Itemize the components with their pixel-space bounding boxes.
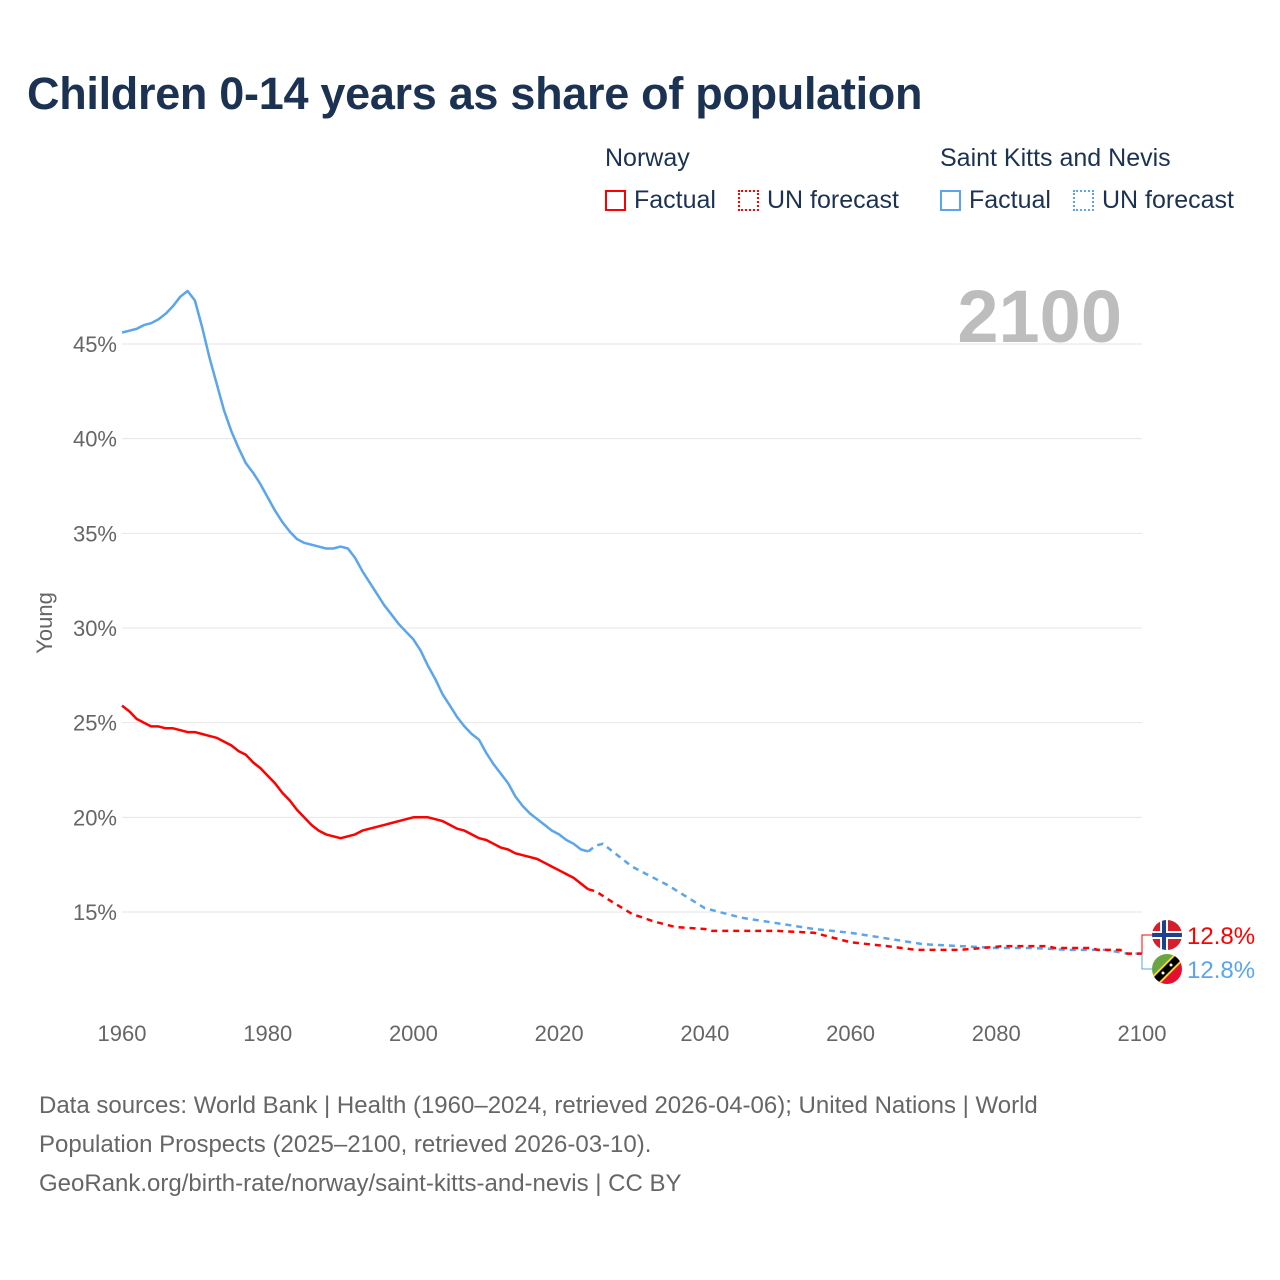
footer-sources-line1: Data sources: World Bank | Health (1960–… [39, 1092, 1038, 1119]
y-axis-label: Young [32, 592, 57, 654]
y-tick-label: 40% [73, 427, 117, 452]
x-tick-label: 1980 [243, 1021, 292, 1046]
y-tick-label: 15% [73, 900, 117, 925]
flag-star [1161, 971, 1165, 975]
x-tick-label: 2020 [535, 1021, 584, 1046]
footer-sources-line2: Population Prospects (2025–2100, retriev… [39, 1131, 652, 1158]
legend-label: Factual [969, 186, 1051, 214]
chart-title: Children 0-14 years as share of populati… [27, 68, 923, 119]
x-tick-label: 1960 [98, 1021, 147, 1046]
x-tick-labels: 1960 1980 2000 2020 2040 2060 2080 2100 [98, 1021, 1167, 1046]
norway-flag-icon [1152, 920, 1182, 950]
x-tick-label: 2000 [389, 1021, 438, 1046]
legend-swatch-dotted [738, 190, 759, 211]
flag-cross-blue [1152, 933, 1182, 937]
legend-item-factual[interactable]: Factual [940, 186, 1051, 215]
end-value-label: 12.8% [1187, 957, 1255, 984]
y-tick-label: 25% [73, 711, 117, 736]
x-tick-label: 2060 [826, 1021, 875, 1046]
legend-country-name: Norway [605, 144, 690, 172]
legend-item-forecast[interactable]: UN forecast [738, 186, 899, 215]
legend-swatch-solid [940, 190, 961, 211]
legend-label: Factual [634, 186, 716, 214]
end-connector [1141, 934, 1152, 954]
y-tick-label: 20% [73, 805, 117, 830]
flag-star [1169, 963, 1173, 967]
norway-forecast-line [587, 888, 1142, 955]
legend-item-forecast[interactable]: UN forecast [1073, 186, 1234, 215]
x-tick-label: 2080 [972, 1021, 1021, 1046]
y-tick-label: 45% [73, 332, 117, 357]
footer: Data sources: World Bank | Health (1960–… [39, 1086, 1038, 1203]
year-label: 2100 [957, 275, 1122, 358]
end-labels: 12.8% 12.8% [1141, 920, 1255, 984]
y-tick-labels: 15% 20% 25% 30% 35% 40% 45% [73, 332, 117, 925]
legend-swatch-dotted [1073, 190, 1094, 211]
legend-country-name: Saint Kitts and Nevis [940, 144, 1171, 172]
end-connector [1141, 953, 1152, 970]
y-tick-label: 30% [73, 616, 117, 641]
x-tick-label: 2040 [680, 1021, 729, 1046]
legend-item-factual[interactable]: Factual [605, 186, 716, 215]
norway-factual-line [121, 704, 590, 891]
footer-credit-link[interactable]: GeoRank.org/birth-rate/norway/saint-kitt… [39, 1170, 682, 1197]
series-lines [121, 289, 1142, 955]
saint-kitts-and-nevis-forecast-line [587, 842, 1142, 955]
saint-kitts-flag-icon [1152, 954, 1182, 984]
x-tick-label: 2100 [1118, 1021, 1167, 1046]
legend-label: UN forecast [1102, 186, 1234, 214]
gridlines [122, 343, 1142, 913]
flag-body [1152, 954, 1182, 984]
saint-kitts-and-nevis-factual-line [121, 289, 589, 853]
legend-label: UN forecast [767, 186, 899, 214]
legend-swatch-solid [605, 190, 626, 211]
flag-body [1152, 920, 1182, 950]
chart-area: 2100 Young 15% 20% 25% 30% 35% 40% 45% 1960 198… [32, 275, 1255, 1046]
end-value-label: 12.8% [1187, 923, 1255, 950]
y-tick-label: 35% [73, 521, 117, 546]
flag-black-band [1152, 954, 1182, 984]
